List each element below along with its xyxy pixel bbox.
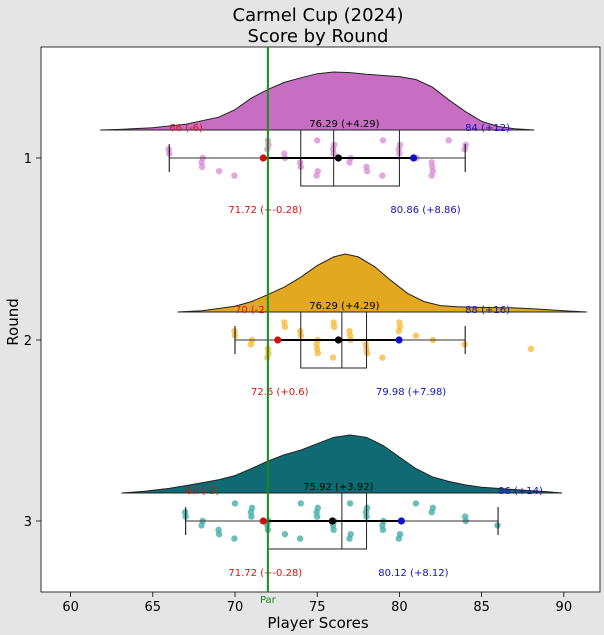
points-layer xyxy=(165,137,535,542)
score-point xyxy=(329,354,337,361)
score-point xyxy=(363,168,371,175)
x-axis: 60 65 70 75 80 85 90 xyxy=(62,592,572,615)
mean-label-round-1: 76.29 (+4.29) xyxy=(309,119,379,130)
mean-marker-round-3 xyxy=(328,517,336,525)
annotation-layer: 76.29 (+4.29) 66 (-6) 84 (+12) 71.72 (+-0.2… xyxy=(169,119,543,579)
mean-marker-round-2 xyxy=(334,336,343,344)
x-tick-label: 85 xyxy=(473,600,490,615)
score-point xyxy=(330,526,337,533)
score-point xyxy=(296,535,304,542)
plot-area xyxy=(40,46,601,593)
score-point xyxy=(412,500,420,507)
y-tick-label: 2 xyxy=(24,334,32,349)
score-point xyxy=(494,522,501,529)
high-mean-marker-round-1 xyxy=(409,154,418,162)
score-point xyxy=(314,513,321,520)
score-point xyxy=(461,341,468,348)
density-cloud-round-1 xyxy=(100,71,535,131)
score-point xyxy=(445,137,452,144)
score-point xyxy=(346,535,353,542)
score-point xyxy=(527,345,535,352)
score-point xyxy=(461,146,468,153)
min-label-round-3: 67 (-5) xyxy=(186,486,220,497)
x-tick-label: 75 xyxy=(309,600,326,615)
box-layer xyxy=(168,129,499,550)
chart-title-line2: Score by Round xyxy=(248,26,389,47)
low-mean-marker-round-3 xyxy=(259,517,267,525)
score-point xyxy=(412,332,420,339)
x-tick-label: 60 xyxy=(62,600,79,615)
score-point xyxy=(231,172,238,179)
density-layer xyxy=(100,71,587,494)
low-mean-marker-round-2 xyxy=(274,336,282,344)
min-label-round-2: 70 (-2 xyxy=(235,305,265,316)
max-label-round-1: 84 (+12) xyxy=(465,123,510,134)
x-tick-label: 70 xyxy=(227,600,244,615)
y-axis-label: Round xyxy=(4,298,22,345)
score-point xyxy=(281,323,289,330)
score-point xyxy=(379,354,386,361)
score-point xyxy=(297,500,304,507)
low-mean-label-round-1: 71.72 (+-0.28) xyxy=(228,205,302,216)
score-point xyxy=(198,163,206,170)
x-tick-label: 90 xyxy=(556,600,573,615)
score-point xyxy=(314,137,321,144)
high-mean-label-round-1: 80.86 (+8.86) xyxy=(390,205,460,216)
mean-marker-round-1 xyxy=(334,154,343,162)
density-cloud-round-3 xyxy=(121,434,563,494)
min-label-round-1: 66 (-6) xyxy=(169,123,203,134)
high-mean-label-round-3: 80.12 (+8.12) xyxy=(378,568,448,579)
score-point xyxy=(215,531,223,538)
score-point xyxy=(331,323,338,330)
y-tick-label: 3 xyxy=(24,515,32,530)
score-point xyxy=(379,137,387,144)
mean-label-round-2: 76.29 (+4.29) xyxy=(309,301,379,312)
score-point xyxy=(215,168,223,175)
score-point xyxy=(395,328,403,335)
score-point xyxy=(231,535,238,542)
score-point xyxy=(281,531,289,538)
x-tick-label: 65 xyxy=(145,600,162,615)
max-label-round-2: 88 (+16) xyxy=(465,305,510,316)
score-point xyxy=(395,535,403,542)
low-mean-marker-round-1 xyxy=(259,154,267,162)
score-point xyxy=(346,159,353,166)
high-mean-marker-round-3 xyxy=(397,517,405,525)
score-point xyxy=(379,526,387,533)
high-mean-label-round-2: 79.98 (+7.98) xyxy=(376,387,446,398)
score-point xyxy=(247,341,255,348)
y-tick-label: 1 xyxy=(24,152,32,167)
score-point xyxy=(346,500,354,507)
x-axis-label: Player Scores xyxy=(267,614,368,632)
density-cloud-round-2 xyxy=(177,253,587,313)
score-point xyxy=(231,500,239,507)
score-point xyxy=(198,522,205,529)
score-point xyxy=(428,172,435,179)
max-label-round-3: 86 (+14) xyxy=(498,486,543,497)
low-mean-label-round-3: 71.72 (+-0.28) xyxy=(228,568,302,579)
score-point xyxy=(248,513,255,520)
low-mean-label-round-2: 72.6 (+0.6) xyxy=(251,387,309,398)
score-point xyxy=(428,509,435,516)
score-point xyxy=(379,172,386,179)
mean-label-round-3: 75.92 (+3.92) xyxy=(303,482,373,493)
x-tick-label: 80 xyxy=(391,600,408,615)
y-axis: 1 2 3 xyxy=(24,152,41,530)
score-point xyxy=(313,172,320,179)
high-mean-marker-round-2 xyxy=(395,336,403,344)
score-point xyxy=(314,350,322,357)
chart-title-line1: Carmel Cup (2024) xyxy=(233,5,404,26)
par-label: Par xyxy=(260,595,277,606)
score-point xyxy=(363,350,371,357)
